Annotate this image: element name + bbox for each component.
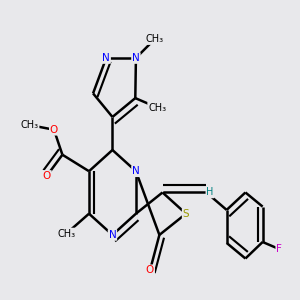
- Text: N: N: [132, 53, 140, 63]
- Text: CH₃: CH₃: [20, 120, 39, 130]
- Text: CH₃: CH₃: [148, 103, 166, 112]
- Text: S: S: [183, 209, 189, 219]
- Text: O: O: [146, 265, 154, 275]
- Text: N: N: [109, 230, 116, 240]
- Text: N: N: [132, 166, 140, 176]
- Text: O: O: [50, 125, 58, 135]
- Text: N: N: [102, 53, 110, 63]
- Text: CH₃: CH₃: [57, 229, 76, 238]
- Text: H: H: [206, 188, 214, 197]
- Text: CH₃: CH₃: [146, 34, 164, 44]
- Text: F: F: [276, 244, 282, 254]
- Text: O: O: [43, 171, 51, 181]
